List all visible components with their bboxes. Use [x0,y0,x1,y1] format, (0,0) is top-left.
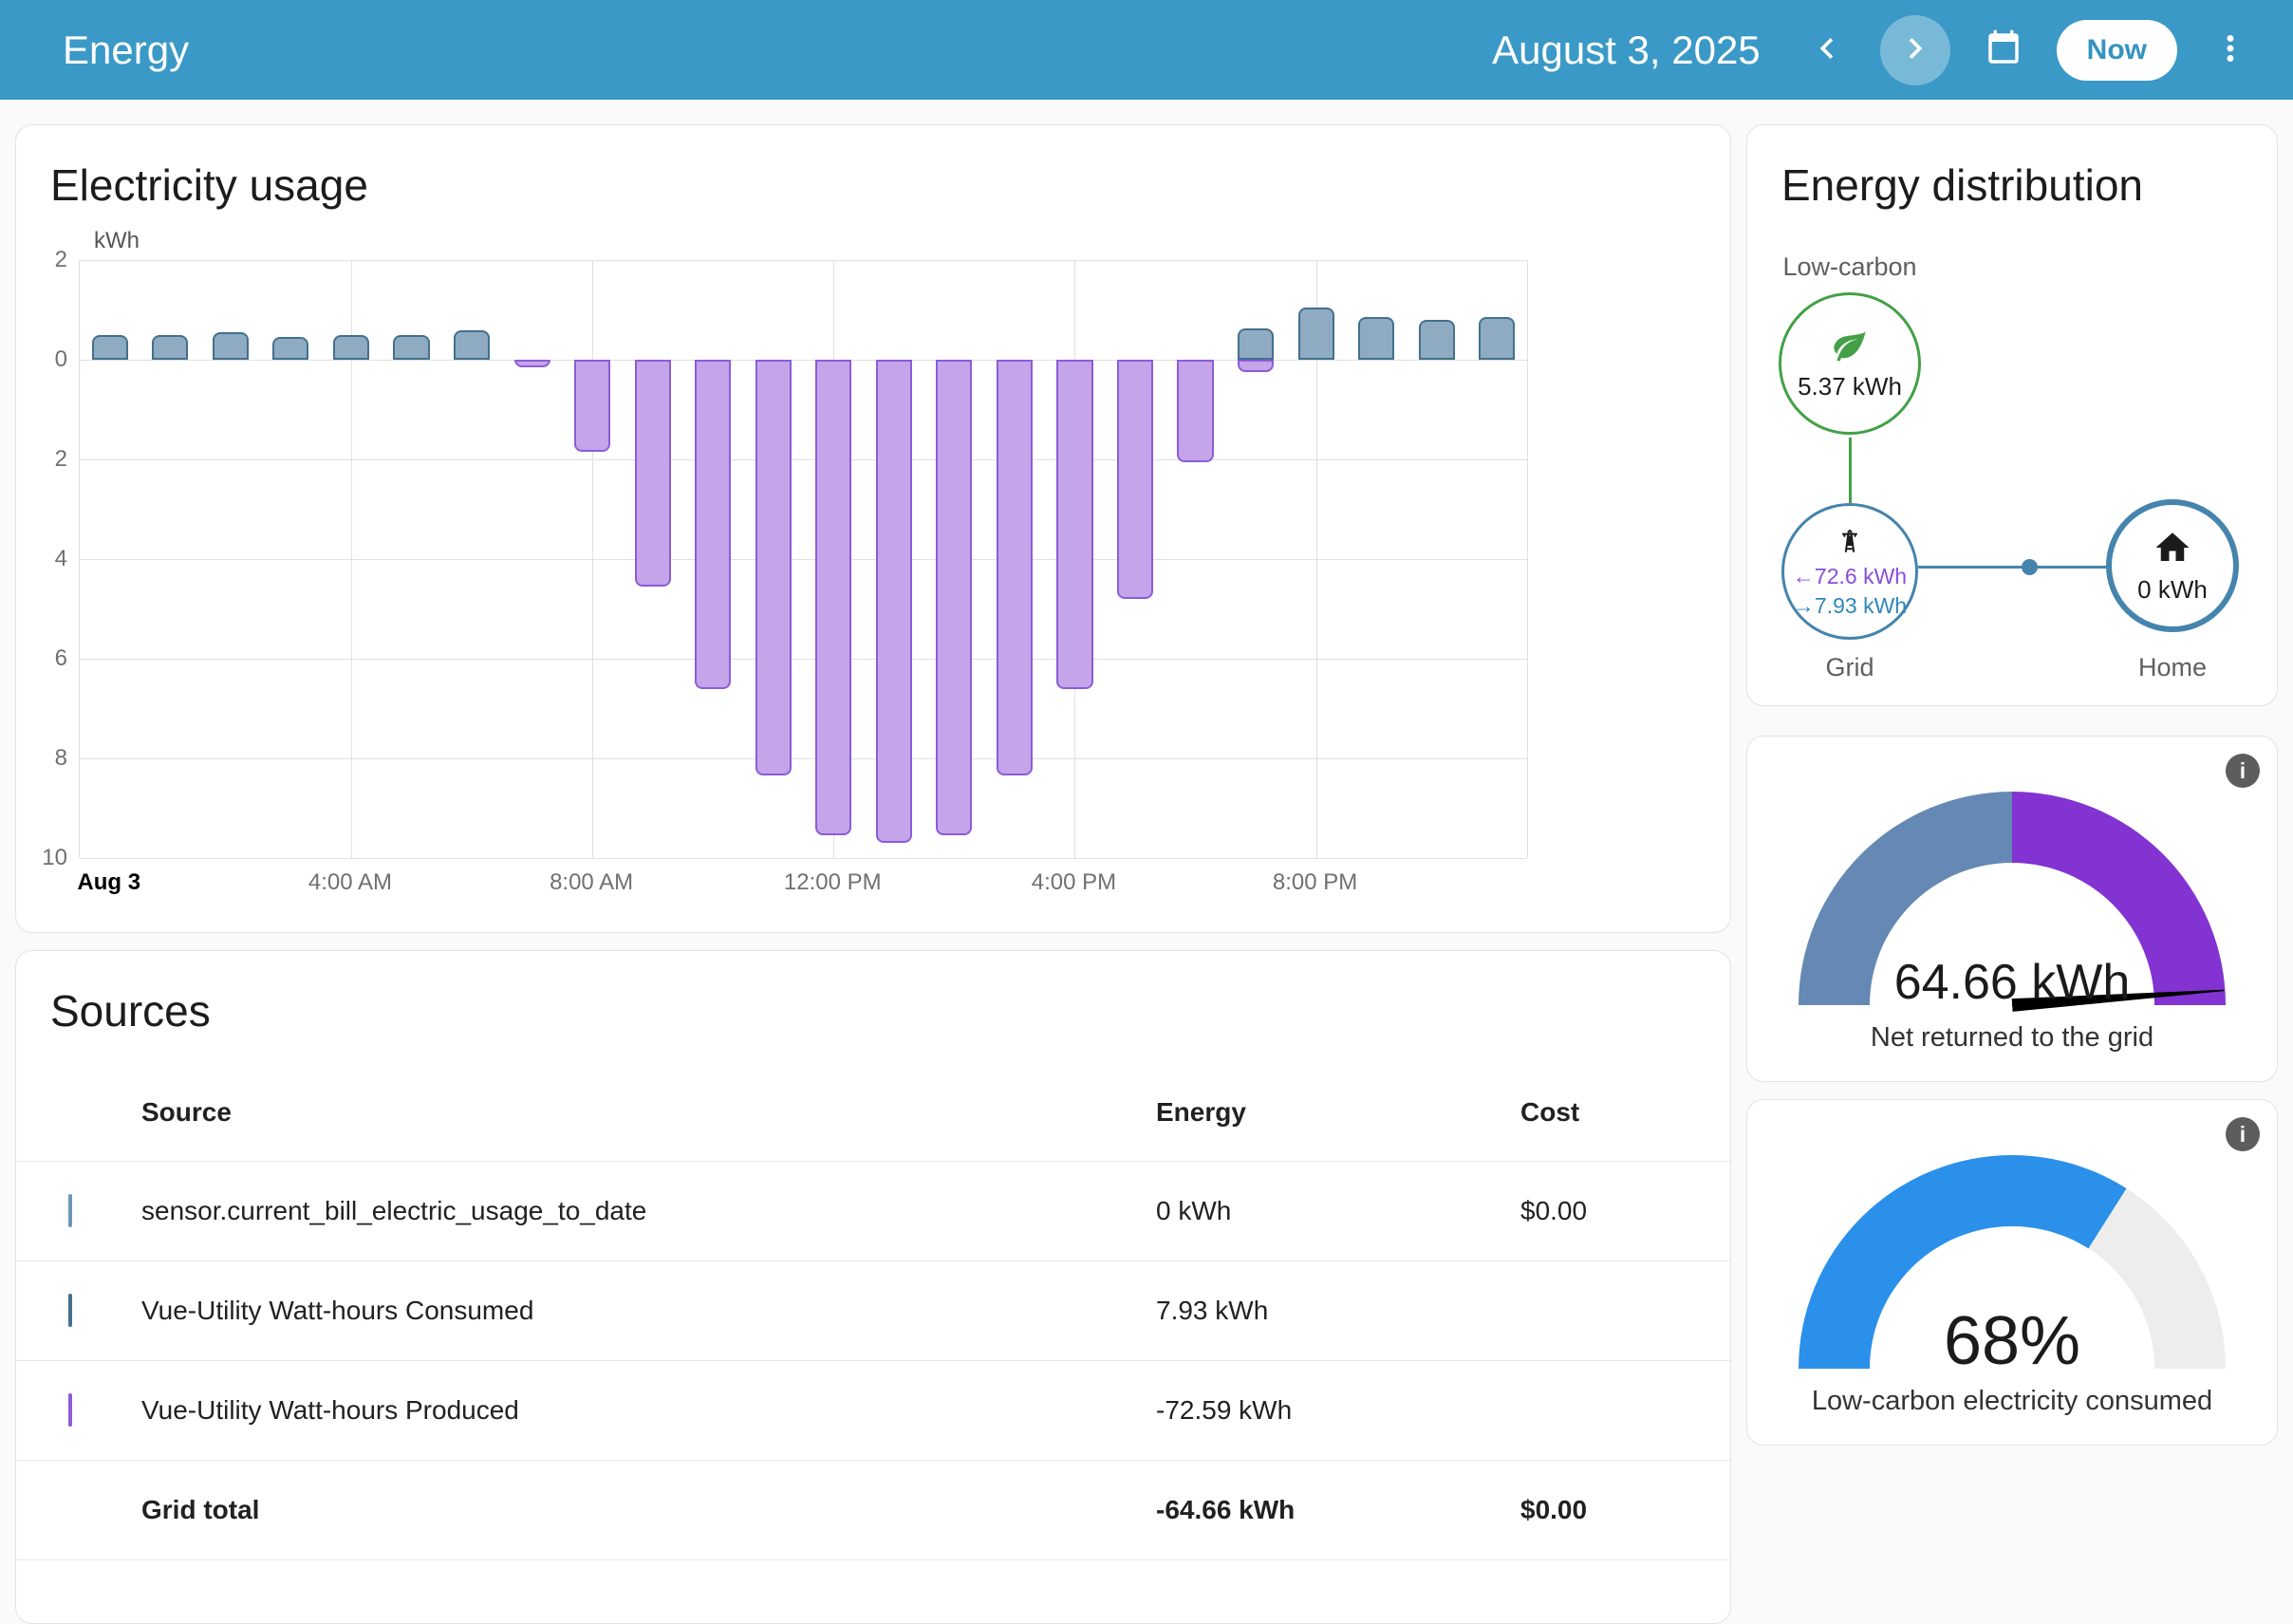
sources-card-title: Sources [16,951,1730,1036]
grid-total-energy: -64.66 kWh [1156,1495,1520,1525]
low-carbon-node: 5.37 kWh [1779,292,1921,435]
leaf-icon [1831,327,1869,369]
table-row[interactable]: Vue-Utility Watt-hours Consumed 7.93 kWh [16,1261,1730,1361]
usage-card-title: Electricity usage [16,125,1730,211]
gauge-lowcarbon-label: Low-carbon electricity consumed [1747,1386,2277,1417]
column-source: Source [141,1097,1156,1128]
grid-total-row: Grid total -64.66 kWh $0.00 [16,1461,1730,1560]
low-carbon-gauge-card: 68% Low-carbon electricity consumed [1746,1099,2278,1446]
low-carbon-value: 5.37 kWh [1798,372,1902,401]
home-icon [2153,528,2192,572]
chart-bar[interactable] [936,360,972,835]
energy-distribution-card: Energy distribution Low-carbon 5.37 kWh … [1746,124,2278,706]
chart-bar[interactable] [755,360,792,775]
chart-bar[interactable] [876,360,912,843]
chart-bar[interactable] [1238,328,1274,360]
chart-bar[interactable] [635,360,671,587]
distribution-card-title: Energy distribution [1747,125,2277,211]
kebab-menu-icon [2210,28,2250,71]
chart-bar[interactable] [1358,317,1394,360]
chart-bar[interactable] [1298,308,1334,360]
grid-total-cost: $0.00 [1520,1495,1730,1525]
chart-bar[interactable] [574,360,610,452]
gauge-lowcarbon-value: 68% [1799,1302,2226,1380]
grid-total-label: Grid total [141,1495,1156,1525]
grid-node-label: Grid [1747,653,1952,682]
chart-bar[interactable] [514,360,550,367]
y-axis-unit-label: kWh [94,228,140,254]
chart-bar[interactable] [92,335,128,360]
chart-bar[interactable] [1177,360,1213,462]
chart-bar[interactable] [1479,317,1515,360]
source-name: Vue-Utility Watt-hours Produced [141,1395,1156,1426]
sources-header-row: Source Energy Cost [16,1063,1730,1162]
chart-bar[interactable] [1056,360,1092,689]
table-row[interactable]: sensor.current_bill_electric_usage_to_da… [16,1162,1730,1261]
sources-table: Source Energy Cost sensor.current_bill_e… [16,1063,1730,1560]
source-name: Vue-Utility Watt-hours Consumed [141,1296,1156,1326]
source-color-swatch [68,1194,72,1227]
source-color-swatch [68,1294,72,1327]
chart-bar[interactable] [815,360,851,835]
grid-return-value: ←72.6 kWh [1793,564,1907,590]
overflow-menu-button[interactable] [2200,20,2261,81]
low-carbon-flow-line [1849,438,1852,503]
gauge-net-returned: 64.66 kWh [1799,792,2226,1005]
sources-card: Sources Source Energy Cost sensor.curren… [15,950,1731,1624]
chart-bar[interactable] [454,330,490,361]
chart-bar[interactable] [393,335,429,360]
page-title: Energy [63,28,189,73]
source-energy: -72.59 kWh [1156,1395,1520,1426]
grid-consumed-value: →7.93 kWh [1793,593,1907,620]
app-header: Energy August 3, 2025 Now [0,0,2293,100]
info-icon[interactable] [2226,754,2260,788]
column-cost: Cost [1520,1097,1730,1128]
home-node-label: Home [2070,653,2275,682]
transmission-tower-icon [1834,524,1866,561]
gauge-low-carbon: 68% [1799,1155,2226,1369]
calendar-button[interactable] [1973,20,2034,81]
home-value: 0 kWh [2137,575,2208,605]
chart-bar[interactable] [213,332,249,360]
chart-bar[interactable] [1419,320,1455,360]
gauge-net-label: Net returned to the grid [1747,1022,2277,1054]
x-axis-labels: Aug 34:00 AM8:00 AM12:00 PM4:00 PM8:00 P… [79,869,1528,907]
chart-bar[interactable] [695,360,731,689]
prev-day-button[interactable] [1797,20,1857,81]
source-name: sensor.current_bill_electric_usage_to_da… [141,1196,1156,1226]
chevron-right-icon [1894,28,1936,72]
net-returned-gauge-card: 64.66 kWh Net returned to the grid [1746,736,2278,1082]
chart-bar[interactable] [1117,360,1153,599]
flow-dot [2022,559,2038,575]
usage-chart-plot[interactable] [79,260,1528,858]
date-label: August 3, 2025 [1492,28,1761,73]
now-button[interactable]: Now [2057,20,2177,81]
table-row[interactable]: Vue-Utility Watt-hours Produced -72.59 k… [16,1361,1730,1461]
gauge-net-value: 64.66 kWh [1799,954,2226,1011]
source-energy: 0 kWh [1156,1196,1520,1226]
grid-to-home-flow-line [1918,566,2106,569]
grid-node: ←72.6 kWh →7.93 kWh [1781,503,1918,640]
calendar-icon [1984,28,2023,71]
chart-bar[interactable] [997,360,1033,775]
column-energy: Energy [1156,1097,1520,1128]
info-icon[interactable] [2226,1117,2260,1151]
chart-bar[interactable] [333,335,369,360]
electricity-usage-card: Electricity usage kWh 20246810 Aug 34:00… [15,124,1731,933]
source-color-swatch [68,1393,72,1427]
next-day-button[interactable] [1880,15,1950,85]
chart-bar[interactable] [272,337,308,360]
y-axis-labels: 20246810 [16,260,67,858]
home-node: 0 kWh [2106,499,2239,632]
source-energy: 7.93 kWh [1156,1296,1520,1326]
source-cost: $0.00 [1520,1196,1730,1226]
chevron-left-icon [1806,28,1848,72]
chart-bar[interactable] [1238,360,1274,372]
chart-bar[interactable] [152,335,188,360]
low-carbon-label: Low-carbon [1747,252,1952,282]
